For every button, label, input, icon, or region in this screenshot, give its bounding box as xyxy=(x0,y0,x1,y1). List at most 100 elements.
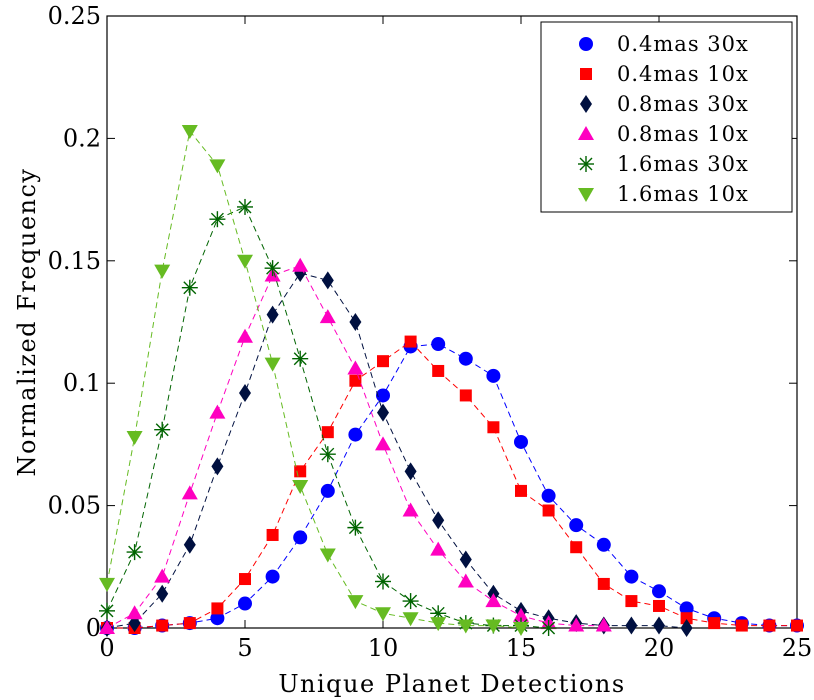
y-tick-label: 0.1 xyxy=(63,369,101,397)
series-line xyxy=(107,340,797,629)
plot-area xyxy=(106,15,798,629)
series-line xyxy=(107,343,797,629)
data-point xyxy=(597,577,610,590)
legend-marker xyxy=(580,68,592,80)
data-point xyxy=(319,548,336,563)
data-point xyxy=(375,607,391,622)
data-point xyxy=(404,462,417,481)
data-point xyxy=(183,617,196,630)
data-point xyxy=(376,388,390,403)
series-line xyxy=(106,129,522,629)
data-point xyxy=(211,602,224,615)
data-point xyxy=(432,364,445,377)
legend-marker xyxy=(578,126,594,140)
data-point xyxy=(430,617,447,632)
legend-label: 1.6mas 30x xyxy=(617,152,749,176)
data-point xyxy=(375,573,391,590)
data-point xyxy=(513,622,529,636)
legend-marker xyxy=(578,156,594,172)
legend-marker xyxy=(580,95,592,113)
data-point xyxy=(154,568,171,583)
x-axis-title: Unique Planet Detections xyxy=(278,670,625,698)
x-tick-label: 20 xyxy=(644,634,675,662)
data-point xyxy=(680,612,693,625)
data-point xyxy=(266,305,279,324)
data-point xyxy=(238,596,252,611)
x-tick-label: 25 xyxy=(782,634,813,662)
data-point xyxy=(348,427,363,442)
data-point xyxy=(321,271,334,290)
data-point xyxy=(404,335,417,348)
data-point xyxy=(377,355,389,368)
legend-item: 0.4mas 30x xyxy=(579,32,749,56)
legend-item: 0.8mas 10x xyxy=(578,122,748,146)
data-point xyxy=(431,337,446,352)
data-point xyxy=(209,211,226,228)
data-point xyxy=(210,611,225,626)
data-point xyxy=(349,313,362,331)
data-point xyxy=(541,488,556,503)
series-5 xyxy=(99,198,557,636)
legend-box xyxy=(540,21,793,213)
data-point xyxy=(126,431,143,446)
data-point xyxy=(625,595,638,608)
data-point xyxy=(126,605,143,620)
y-tick-label: 0 xyxy=(86,614,101,642)
data-point xyxy=(680,619,693,637)
data-point xyxy=(377,403,389,422)
data-point xyxy=(181,485,198,500)
data-point xyxy=(457,619,474,634)
data-point xyxy=(154,421,171,438)
data-point xyxy=(624,569,639,584)
legend-marker xyxy=(579,37,593,51)
data-point xyxy=(763,619,776,632)
data-point xyxy=(595,617,612,632)
legend-label: 0.8mas 30x xyxy=(617,92,749,116)
axis-ticks: 0 5 10 15 20 25 0 0.05 0.1 0.15 0.2 0.25 xyxy=(48,2,813,662)
series-line xyxy=(106,272,687,629)
data-point xyxy=(485,593,502,608)
series-layer xyxy=(99,125,804,637)
y-tick-label: 0.25 xyxy=(48,2,101,30)
series-line xyxy=(106,206,549,629)
y-axis-title: Normalized Frequency xyxy=(13,168,41,477)
data-point xyxy=(237,254,253,269)
data-point xyxy=(347,519,364,536)
data-point xyxy=(349,374,362,387)
data-point xyxy=(486,368,501,383)
data-point xyxy=(402,502,419,517)
legend-item: 0.8mas 30x xyxy=(580,92,749,116)
data-point xyxy=(99,602,115,619)
data-point xyxy=(156,619,169,632)
data-point xyxy=(402,612,419,627)
data-point xyxy=(320,483,335,498)
data-point xyxy=(181,125,198,140)
legend: 0.4mas 30x 0.4mas 10x 0.8mas 30x 0.8mas 10x… xyxy=(540,21,793,213)
data-point xyxy=(292,480,309,495)
data-point xyxy=(513,607,529,622)
legend-label: 0.4mas 30x xyxy=(617,32,749,56)
y-tick-label: 0.05 xyxy=(48,492,101,520)
data-point xyxy=(653,616,665,635)
data-point xyxy=(211,457,224,476)
data-point xyxy=(156,584,169,603)
data-point xyxy=(239,383,251,402)
data-point xyxy=(570,541,583,554)
data-point xyxy=(596,537,611,552)
series-1 xyxy=(100,337,804,635)
data-point xyxy=(99,577,115,592)
data-point xyxy=(485,619,502,634)
data-point xyxy=(183,535,196,554)
data-point xyxy=(237,198,253,215)
data-point xyxy=(265,569,280,584)
data-point xyxy=(266,528,279,541)
data-point xyxy=(679,601,694,616)
data-point xyxy=(542,504,555,517)
data-point xyxy=(264,260,281,277)
data-point xyxy=(625,616,638,635)
data-point xyxy=(347,360,364,375)
data-point xyxy=(458,351,473,366)
data-point xyxy=(319,309,336,324)
data-point xyxy=(459,550,472,569)
